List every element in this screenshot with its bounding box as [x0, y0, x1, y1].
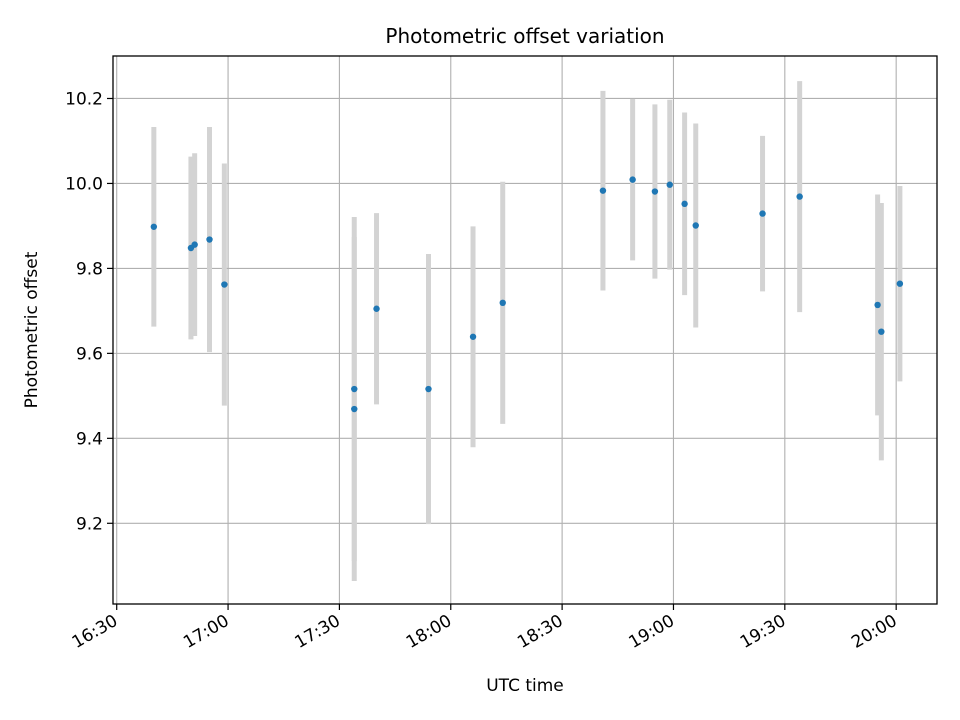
data-points — [150, 176, 904, 413]
y-tick-label: 9.6 — [76, 344, 103, 364]
data-point — [651, 188, 659, 195]
data-point — [599, 187, 607, 194]
y-axis: 9.2 9.4 9.6 9.8 10.0 10.2 — [65, 89, 113, 534]
y-tick-label: 10.0 — [65, 174, 103, 194]
y-tick-label: 9.2 — [76, 514, 103, 534]
y-tick-label: 10.2 — [65, 89, 103, 109]
data-point — [469, 333, 477, 340]
data-point — [796, 193, 803, 200]
data-point — [191, 241, 198, 248]
data-point — [759, 210, 766, 217]
data-point — [874, 301, 881, 309]
data-point — [666, 181, 673, 188]
data-point — [878, 328, 885, 335]
data-point — [629, 176, 636, 183]
data-point — [206, 236, 213, 243]
data-point — [221, 281, 228, 288]
plot-frame — [112, 55, 938, 605]
x-axis-label: UTC time — [486, 676, 564, 696]
data-point — [373, 305, 380, 312]
data-point — [692, 222, 699, 229]
data-point — [681, 200, 688, 208]
y-tick-label: 9.4 — [76, 429, 103, 449]
data-point — [351, 405, 358, 413]
chart-title: Photometric offset variation — [385, 24, 664, 48]
data-point — [896, 280, 904, 287]
y-tick-label: 9.8 — [76, 259, 103, 279]
data-point — [499, 299, 506, 307]
data-point — [425, 385, 432, 393]
data-point — [351, 385, 358, 393]
data-point — [150, 223, 158, 230]
y-axis-label: Photometric offset — [22, 251, 42, 408]
